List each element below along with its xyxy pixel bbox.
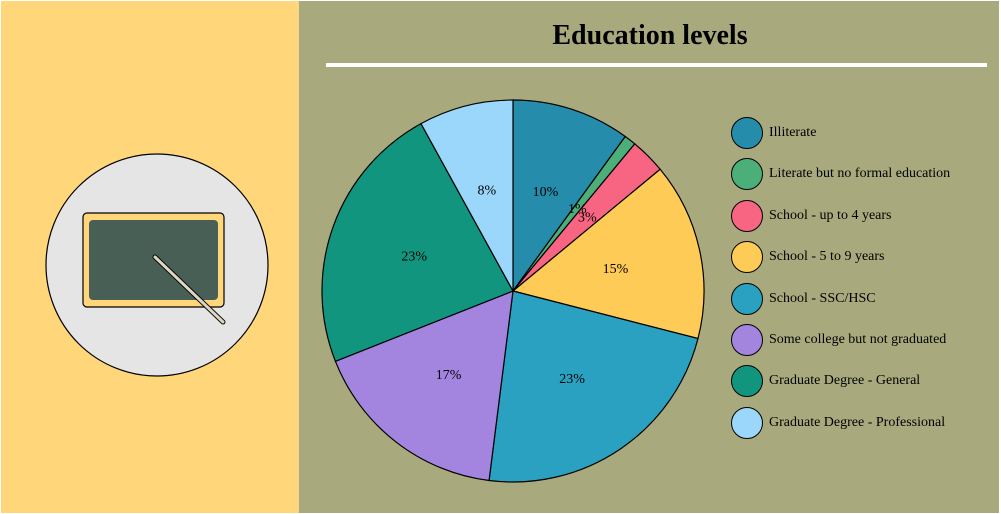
slice-label: 1% xyxy=(568,202,587,217)
legend-item: Some college but not graduated xyxy=(731,323,946,357)
legend-label: Literate but no formal education xyxy=(769,166,951,182)
pie-slice xyxy=(512,99,627,293)
legend-swatch xyxy=(731,365,763,398)
legend-swatch xyxy=(731,158,763,191)
legend-item: School - up to 4 years xyxy=(731,199,891,233)
legend-label: School - 5 to 9 years xyxy=(769,249,885,265)
legend-label: School - SSC/HSC xyxy=(769,290,876,306)
legend-label: Some college but not graduated xyxy=(769,332,947,347)
legend-item: Graduate Degree - General xyxy=(731,364,920,398)
pie-slice xyxy=(321,122,514,363)
legend-item: School - SSC/HSC xyxy=(731,282,876,316)
chart-title: Education levels xyxy=(552,20,748,51)
pie-slice xyxy=(334,290,514,482)
slice-label: 10% xyxy=(533,185,559,200)
legend-item: Illiterate xyxy=(731,116,816,150)
legend-swatch xyxy=(731,324,763,356)
slice-label: 3% xyxy=(578,211,597,226)
legend-swatch xyxy=(731,282,763,315)
slice-label: 23% xyxy=(559,372,585,387)
legend-swatch xyxy=(731,406,763,439)
legend-item: Graduate Degree - Professional xyxy=(731,406,945,440)
title-divider xyxy=(326,63,987,67)
legend-label: Graduate Degree - Professional xyxy=(769,414,946,430)
pie-slice xyxy=(511,168,705,340)
slice-label: 8% xyxy=(478,183,497,198)
legend-swatch xyxy=(731,199,763,232)
legend-swatch xyxy=(731,117,763,149)
legend-swatch xyxy=(731,241,763,274)
legend-label: Graduate Degree - General xyxy=(769,373,921,389)
pie-slice xyxy=(420,99,514,292)
legend-label: Illiterate xyxy=(769,125,817,140)
pie-slice xyxy=(488,290,699,483)
slice-label: 23% xyxy=(401,249,427,264)
legend-item: School - 5 to 9 years xyxy=(731,240,884,274)
slice-label: 17% xyxy=(436,368,462,383)
slice-label: 15% xyxy=(603,262,629,277)
legend-label: School - up to 4 years xyxy=(769,207,892,223)
legend-item: Literate but no formal education xyxy=(731,157,950,191)
